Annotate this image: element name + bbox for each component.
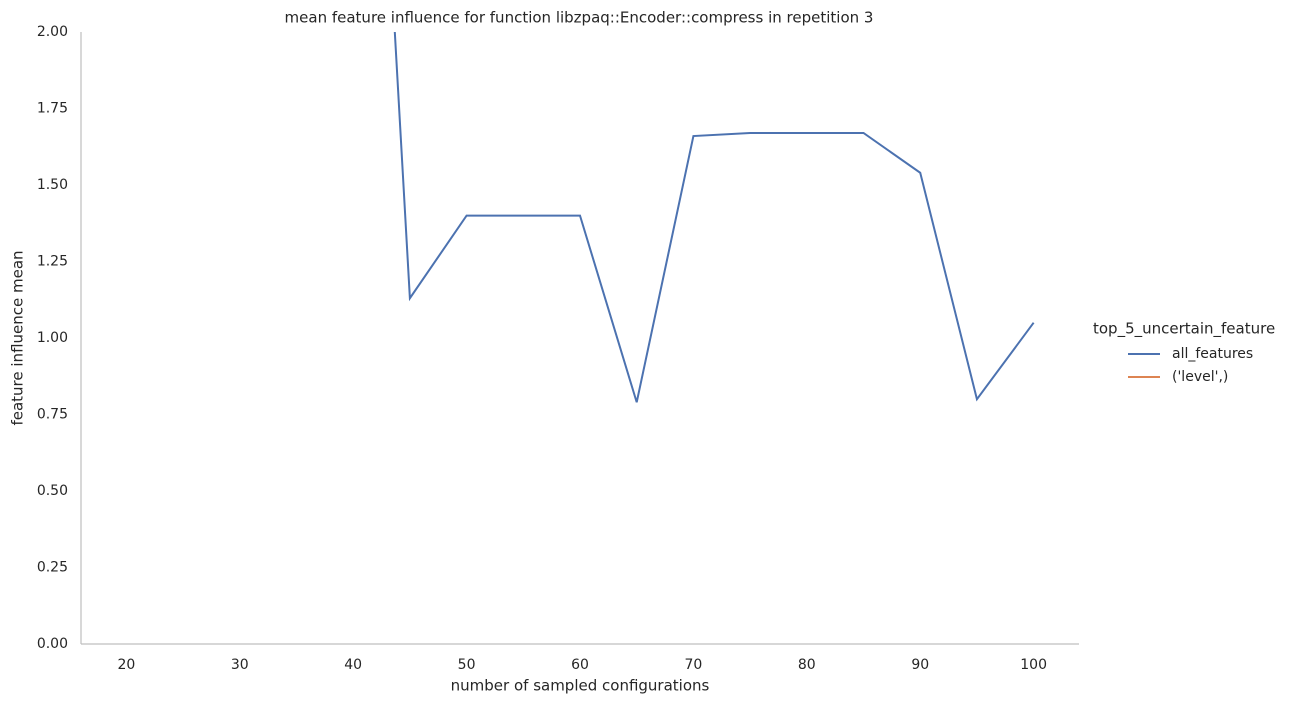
x-tick-label: 70: [684, 657, 702, 673]
x-axis-label: number of sampled configurations: [451, 677, 710, 695]
y-tick-label: 2.00: [37, 24, 68, 40]
legend-label: all_features: [1172, 346, 1253, 362]
x-tick-label: 30: [231, 657, 249, 673]
legend-label: ('level',): [1172, 369, 1228, 385]
y-tick-label: 1.50: [37, 177, 68, 193]
chart-title: mean feature influence for function libz…: [285, 9, 874, 27]
data-line: [393, 32, 1035, 403]
x-tick-label: 100: [1020, 657, 1047, 673]
y-tick-label: 0.75: [37, 407, 68, 423]
plot-area: [393, 32, 1035, 403]
x-tick-label: 40: [344, 657, 362, 673]
legend-title: top_5_uncertain_feature: [1093, 320, 1275, 339]
y-tick-label: 0.00: [37, 636, 68, 652]
y-tick-label: 1.00: [37, 330, 68, 346]
x-tick-label: 90: [911, 657, 929, 673]
x-tick-label: 50: [458, 657, 476, 673]
x-tick-label: 80: [798, 657, 816, 673]
x-tick-label: 20: [117, 657, 135, 673]
x-tick-label: 60: [571, 657, 589, 673]
y-tick-label: 0.50: [37, 483, 68, 499]
y-tick-label: 0.25: [37, 560, 68, 576]
y-axis-label: feature influence mean: [9, 250, 27, 425]
y-tick-label: 1.25: [37, 254, 68, 270]
y-tick-label: 1.75: [37, 101, 68, 117]
